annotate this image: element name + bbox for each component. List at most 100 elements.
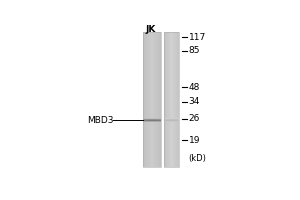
Bar [143, 128, 161, 129]
Bar [143, 120, 161, 121]
Bar [143, 90, 161, 91]
Text: 85: 85 [189, 46, 200, 55]
Bar [143, 32, 161, 167]
Bar [143, 36, 161, 37]
Bar [143, 150, 161, 151]
Bar [143, 124, 161, 125]
Bar [143, 155, 161, 156]
Bar [143, 105, 161, 106]
Text: 34: 34 [189, 97, 200, 106]
Bar [143, 162, 161, 163]
Bar [143, 95, 161, 96]
Bar [143, 100, 161, 101]
Bar [143, 32, 161, 33]
Bar [143, 161, 161, 162]
Bar [143, 104, 161, 105]
Bar [143, 131, 161, 132]
Bar [143, 75, 161, 76]
Bar [143, 37, 161, 38]
Bar [143, 163, 161, 164]
Bar [143, 97, 161, 98]
Bar [143, 112, 161, 113]
Bar [143, 83, 161, 84]
Bar [143, 118, 161, 119]
Bar [143, 43, 161, 44]
Bar [143, 107, 161, 108]
Bar [143, 141, 161, 142]
Bar [143, 52, 161, 53]
Bar [143, 132, 161, 133]
Bar [143, 67, 161, 68]
Bar [143, 115, 161, 116]
Bar [143, 139, 161, 140]
Bar [143, 106, 161, 107]
Bar [143, 92, 161, 93]
Bar [143, 66, 161, 67]
Bar [143, 50, 161, 51]
Bar [143, 94, 161, 95]
Bar [143, 57, 161, 58]
Bar [143, 87, 161, 88]
Bar [143, 126, 161, 127]
Bar [143, 58, 161, 59]
Bar [143, 164, 161, 165]
Bar [143, 135, 161, 136]
Text: 48: 48 [189, 83, 200, 92]
Bar [143, 55, 161, 56]
Bar [143, 81, 161, 82]
Bar [143, 45, 161, 46]
Bar [143, 73, 161, 74]
Bar [143, 89, 161, 90]
Bar [143, 33, 161, 34]
Bar [143, 121, 161, 122]
Bar [143, 133, 161, 134]
Bar [143, 41, 161, 42]
Bar [143, 49, 161, 50]
Bar [143, 35, 161, 36]
Bar [143, 59, 161, 60]
Bar [143, 159, 161, 160]
Bar [143, 153, 161, 154]
Bar [143, 44, 161, 45]
Text: 117: 117 [189, 33, 206, 42]
Bar [143, 93, 161, 94]
Bar [143, 137, 161, 138]
Bar [143, 47, 161, 48]
Bar [143, 60, 161, 61]
Text: (kD): (kD) [189, 154, 206, 163]
Bar [143, 165, 161, 166]
Bar [143, 103, 161, 104]
Bar [143, 149, 161, 150]
Bar [143, 68, 161, 69]
Bar [143, 119, 161, 120]
Bar [143, 96, 161, 97]
Bar [143, 130, 161, 131]
Bar [143, 76, 161, 77]
Bar [143, 138, 161, 139]
Bar [143, 151, 161, 152]
Bar [164, 32, 179, 167]
Bar [143, 77, 161, 78]
Bar [143, 71, 161, 72]
Bar [143, 144, 161, 145]
Bar [143, 86, 161, 87]
Bar [143, 125, 161, 126]
Bar [143, 88, 161, 89]
Text: JK: JK [146, 25, 156, 34]
Bar [143, 110, 161, 111]
Bar [143, 145, 161, 146]
Bar [143, 46, 161, 47]
Bar [143, 122, 161, 123]
Bar [143, 99, 161, 100]
Bar [143, 70, 161, 71]
Bar [143, 156, 161, 157]
Bar [143, 40, 161, 41]
Text: MBD3: MBD3 [88, 116, 114, 125]
Bar [143, 39, 161, 40]
Bar [143, 78, 161, 79]
Text: 19: 19 [189, 136, 200, 145]
Bar [143, 166, 161, 167]
Bar [143, 157, 161, 158]
Bar [143, 65, 161, 66]
Bar [143, 82, 161, 83]
